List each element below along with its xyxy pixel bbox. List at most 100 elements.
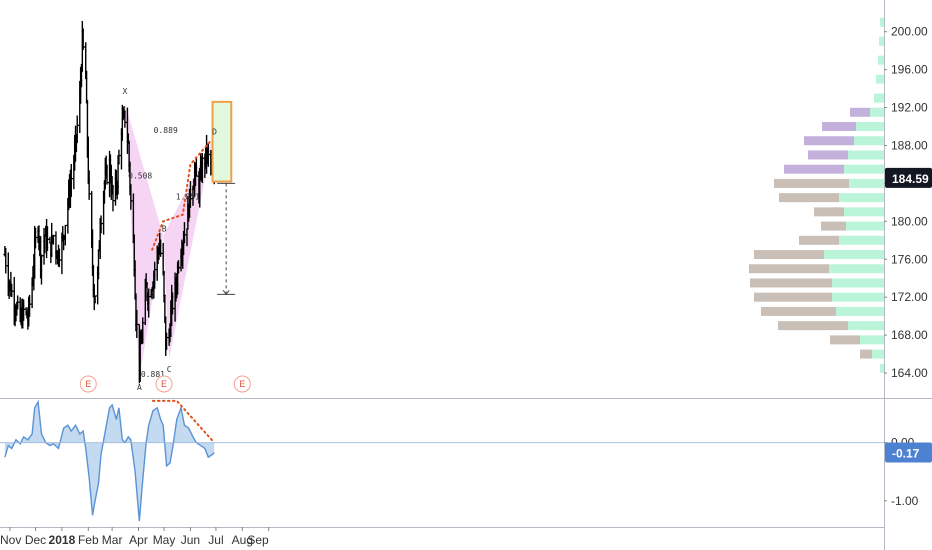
- time-axis-label: Apr: [129, 533, 148, 547]
- oscillator-area: [4, 402, 215, 522]
- volume-profile-up-bar: [880, 17, 884, 27]
- pattern-point-label: X: [122, 87, 127, 96]
- volume-profile-up-bar: [876, 74, 884, 84]
- pattern-ratio-label: 0.889: [154, 126, 178, 135]
- time-axis-label: Mar: [102, 533, 123, 547]
- volume-profile-down-bar: [822, 122, 856, 132]
- price-axis-tick-label: 176.00: [891, 252, 928, 266]
- volume-profile-up-bar: [836, 306, 884, 316]
- volume-profile-down-bar: [779, 193, 839, 203]
- pattern-ratio-label: 0.508: [128, 172, 152, 181]
- volume-profile-up-bar: [874, 93, 884, 103]
- pattern-ratio-label: 0.881: [141, 370, 165, 379]
- time-axis-label: Nov: [0, 533, 21, 547]
- price-axis-tick-label: 200.00: [891, 25, 928, 39]
- price-badges: 184.59 -0.17: [885, 167, 932, 463]
- earnings-icon[interactable]: E: [79, 375, 97, 393]
- volume-profile-up-bar: [829, 264, 884, 274]
- oscillator-value-badge: [885, 442, 932, 463]
- target-zone: [211, 100, 236, 296]
- volume-profile-down-bar: [761, 306, 836, 316]
- volume-profile-up-bar: [879, 36, 884, 46]
- volume-profile-up-bar: [848, 150, 884, 160]
- oscillator-axis-tick-label: -1.00: [891, 494, 919, 508]
- oscillator-trendline: [151, 399, 216, 444]
- volume-profile-up-bar: [846, 221, 884, 231]
- target-zone-box: [211, 100, 233, 183]
- time-axis-label: Feb: [78, 533, 99, 547]
- volume-profile-down-bar: [778, 321, 848, 331]
- volume-profile-down-bar: [830, 335, 860, 345]
- oscillator-last-value: -0.17: [892, 447, 920, 461]
- volume-profile-up-bar: [870, 107, 884, 117]
- earnings-label: E: [85, 379, 91, 389]
- volume-profile-down-bar: [774, 178, 849, 188]
- volume-profile-up-bar: [839, 193, 884, 203]
- earnings-label: E: [239, 379, 245, 389]
- volume-profile-down-bar: [784, 164, 844, 174]
- volume-profile-down-bar: [860, 349, 872, 359]
- time-axis-label: Aug: [232, 533, 253, 547]
- volume-profile-up-bar: [878, 55, 884, 65]
- earnings-circle: [79, 375, 97, 393]
- volume-profile-down-bar: [814, 207, 844, 217]
- volume-profile-down-bar: [754, 292, 832, 302]
- volume-profile-down-bar: [754, 250, 824, 260]
- time-axis-label: Jun: [181, 533, 200, 547]
- price-axis-tick-label: 164.00: [891, 366, 928, 380]
- price-bars: [3, 20, 216, 384]
- last-price-badge: [885, 167, 932, 188]
- price-axis[interactable]: 164.00168.00172.00176.00180.00184.00188.…: [884, 25, 928, 508]
- volume-profile-up-bar: [824, 250, 884, 260]
- volume-profile-down-bar: [749, 264, 829, 274]
- time-axis-label: Jul: [208, 533, 223, 547]
- pattern-point-label: A: [137, 383, 142, 392]
- measure-arrow-icon: [222, 290, 230, 296]
- last-price-value: 184.59: [892, 172, 929, 186]
- volume-profile-down-bar: [750, 278, 832, 288]
- volume-profile: [749, 17, 884, 373]
- volume-profile-up-bar: [844, 207, 884, 217]
- price-axis-tick-label: 196.00: [891, 63, 928, 77]
- pattern-ratio-label: 1.851: [176, 193, 200, 202]
- volume-profile-up-bar: [856, 122, 884, 132]
- earnings-label: E: [161, 379, 167, 389]
- price-axis-tick-label: 188.00: [891, 138, 928, 152]
- time-axis-label: Sep: [247, 533, 269, 547]
- volume-profile-up-bar: [854, 136, 884, 146]
- time-axis-label: Dec: [25, 533, 46, 547]
- price-axis-tick-label: 180.00: [891, 214, 928, 228]
- volume-profile-up-bar: [832, 278, 884, 288]
- oscillator-line: [4, 399, 215, 522]
- pattern-triangle-xab: [124, 102, 164, 378]
- time-axis-label: May: [153, 533, 176, 547]
- earnings-circle: [155, 375, 173, 393]
- price-axis-tick-label: 192.00: [891, 101, 928, 115]
- price-trendline-path: [151, 139, 212, 251]
- volume-profile-down-bar: [804, 136, 854, 146]
- oscillator: [0, 399, 884, 522]
- price-axis-tick-label: 168.00: [891, 328, 928, 342]
- volume-profile-down-bar: [808, 150, 848, 160]
- volume-profile-up-bar: [832, 292, 884, 302]
- pattern-point-label: C: [167, 365, 172, 374]
- volume-profile-up-bar: [839, 235, 884, 245]
- volume-profile-up-bar: [880, 363, 884, 373]
- price-axis-tick-label: 172.00: [891, 290, 928, 304]
- earnings-circle: [233, 375, 251, 393]
- volume-profile-up-bar: [844, 164, 884, 174]
- pattern-labels: X A B C D 0.508 0.889 0.881 1.851: [122, 87, 217, 392]
- volume-profile-up-bar: [872, 349, 884, 359]
- volume-profile-down-bar: [850, 107, 870, 117]
- price-trendline: [151, 139, 212, 251]
- pattern-point-label: D: [212, 128, 217, 137]
- earnings-icon[interactable]: E: [155, 375, 173, 393]
- earnings-icon[interactable]: E: [233, 375, 251, 393]
- volume-profile-up-bar: [860, 335, 884, 345]
- pattern-point-label: B: [162, 225, 167, 234]
- volume-profile-up-bar: [849, 178, 884, 188]
- time-axis-label: 2018: [49, 533, 76, 547]
